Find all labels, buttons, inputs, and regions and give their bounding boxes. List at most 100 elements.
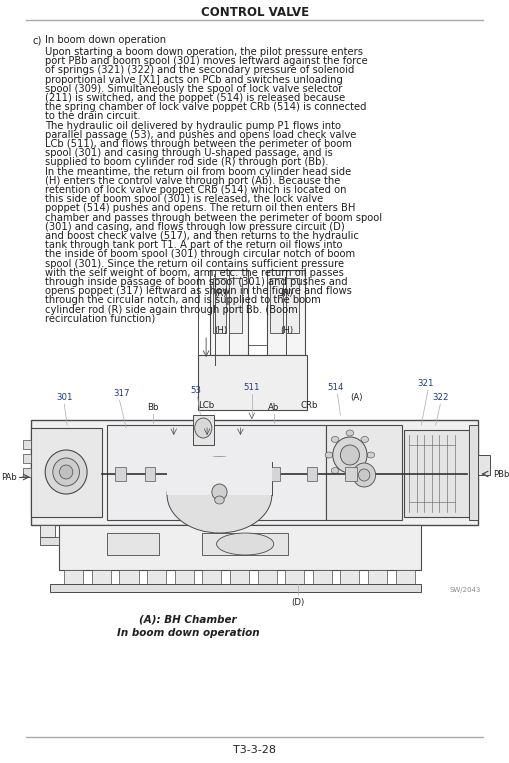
Bar	[267, 270, 304, 355]
Bar	[268, 467, 280, 481]
Bar	[60, 525, 420, 570]
Bar	[50, 584, 420, 592]
Bar	[23, 440, 31, 449]
Text: spool (301) and casing through U-shaped passage, and is: spool (301) and casing through U-shaped …	[45, 148, 332, 158]
Ellipse shape	[331, 436, 338, 443]
Bar	[107, 533, 159, 555]
Text: (R): (R)	[214, 288, 227, 298]
Text: through the circular notch, and is supplied to the boom: through the circular notch, and is suppl…	[45, 295, 320, 305]
Ellipse shape	[216, 533, 273, 555]
Bar	[23, 454, 31, 463]
Bar	[115, 467, 126, 481]
Text: and boost check valve (517), and then returns to the hydraulic: and boost check valve (517), and then re…	[45, 231, 358, 241]
Bar	[167, 457, 271, 495]
Text: (H): (H)	[280, 326, 293, 334]
Bar	[367, 570, 386, 584]
Ellipse shape	[167, 457, 271, 533]
Bar	[269, 278, 282, 333]
Ellipse shape	[211, 484, 227, 500]
Text: 511: 511	[243, 383, 260, 392]
Bar	[395, 570, 414, 584]
Text: supplied to boom cylinder rod side (R) through port (Bb).: supplied to boom cylinder rod side (R) t…	[45, 157, 328, 167]
Text: tank through tank port T1. A part of the return oil flows into: tank through tank port T1. A part of the…	[45, 240, 342, 250]
Text: (211) is switched, and the poppet (514) is released because: (211) is switched, and the poppet (514) …	[45, 93, 345, 103]
Text: T3-3-28: T3-3-28	[233, 745, 276, 755]
Bar	[145, 467, 154, 481]
Bar	[340, 570, 359, 584]
Text: opens poppet (317) leftward as shown in the figure and flows: opens poppet (317) leftward as shown in …	[45, 286, 351, 296]
Text: through inside passage of boom spool (301) and pushes and: through inside passage of boom spool (30…	[45, 277, 347, 287]
Text: of springs (321) (322) and the secondary pressure of solenoid: of springs (321) (322) and the secondary…	[45, 66, 354, 76]
Bar	[286, 278, 299, 333]
Ellipse shape	[352, 463, 375, 487]
Text: chamber and passes through between the perimeter of boom spool: chamber and passes through between the p…	[45, 213, 382, 223]
Text: CRb: CRb	[300, 401, 317, 410]
Bar	[404, 430, 468, 517]
Text: (A): (A)	[350, 393, 362, 402]
Bar	[192, 415, 213, 445]
Text: spool (301). Since the return oil contains sufficient pressure: spool (301). Since the return oil contai…	[45, 259, 344, 269]
Text: The hydraulic oil delivered by hydraulic pump P1 flows into: The hydraulic oil delivered by hydraulic…	[45, 121, 341, 130]
Text: c): c)	[33, 35, 42, 45]
Text: (H) enters the control valve through port (Ab). Because the: (H) enters the control valve through por…	[45, 175, 340, 186]
Text: Upon starting a boom down operation, the pilot pressure enters: Upon starting a boom down operation, the…	[45, 47, 362, 57]
Ellipse shape	[360, 468, 368, 474]
Text: the inside of boom spool (301) through circular notch of boom: the inside of boom spool (301) through c…	[45, 250, 355, 259]
Bar	[229, 278, 242, 333]
Text: (H): (H)	[213, 326, 227, 334]
Ellipse shape	[346, 430, 353, 436]
Bar	[468, 425, 477, 520]
Text: proportional valve [X1] acts on PCb and switches unloading: proportional valve [X1] acts on PCb and …	[45, 75, 343, 85]
Ellipse shape	[45, 450, 87, 494]
Text: port PBb and boom spool (301) moves leftward against the force: port PBb and boom spool (301) moves left…	[45, 56, 367, 66]
Bar	[345, 467, 356, 481]
Bar	[312, 570, 331, 584]
Text: 53: 53	[190, 386, 201, 395]
Bar	[40, 537, 60, 545]
Bar	[178, 467, 189, 481]
Ellipse shape	[214, 496, 224, 504]
Ellipse shape	[340, 445, 359, 465]
Bar	[31, 420, 477, 525]
Bar	[119, 570, 138, 584]
Text: LCb (511), and flows through between the perimeter of boom: LCb (511), and flows through between the…	[45, 139, 351, 149]
Text: (A): BH Chamber: (A): BH Chamber	[139, 615, 236, 625]
Text: recirculation function): recirculation function)	[45, 314, 155, 324]
Bar	[40, 525, 54, 537]
Ellipse shape	[60, 465, 73, 479]
Text: poppet (514) pushes and opens. The return oil then enters BH: poppet (514) pushes and opens. The retur…	[45, 204, 355, 214]
Text: Bb: Bb	[147, 403, 158, 412]
Text: LCb: LCb	[197, 401, 214, 410]
Text: 321: 321	[417, 379, 434, 388]
Ellipse shape	[194, 418, 211, 438]
Ellipse shape	[325, 452, 332, 458]
Bar	[175, 570, 193, 584]
Text: In boom down operation: In boom down operation	[117, 628, 259, 638]
Text: parallel passage (53), and pushes and opens load check valve: parallel passage (53), and pushes and op…	[45, 130, 356, 140]
Bar	[306, 467, 316, 481]
Text: 317: 317	[113, 389, 129, 398]
Text: CONTROL VALVE: CONTROL VALVE	[200, 5, 308, 18]
Text: (R): (R)	[280, 288, 293, 298]
Bar	[202, 533, 288, 555]
Text: (301) and casing, and flows through low pressure circuit (D): (301) and casing, and flows through low …	[45, 222, 344, 232]
Text: In boom down operation: In boom down operation	[45, 35, 166, 45]
Bar	[477, 455, 489, 475]
Bar	[212, 278, 225, 333]
Bar	[285, 570, 303, 584]
Ellipse shape	[360, 436, 368, 443]
Bar	[147, 570, 166, 584]
Ellipse shape	[346, 474, 353, 480]
Bar	[197, 355, 306, 410]
Ellipse shape	[366, 452, 374, 458]
Text: (D): (D)	[290, 597, 303, 607]
Text: retention of lock valve poppet CRb (514) which is located on: retention of lock valve poppet CRb (514)…	[45, 185, 346, 195]
Ellipse shape	[53, 458, 79, 486]
Text: Ab: Ab	[268, 403, 279, 412]
Bar	[64, 570, 83, 584]
Ellipse shape	[332, 437, 366, 473]
Text: 514: 514	[327, 383, 343, 392]
Bar	[210, 270, 247, 355]
Bar	[230, 570, 248, 584]
Bar	[31, 428, 102, 517]
